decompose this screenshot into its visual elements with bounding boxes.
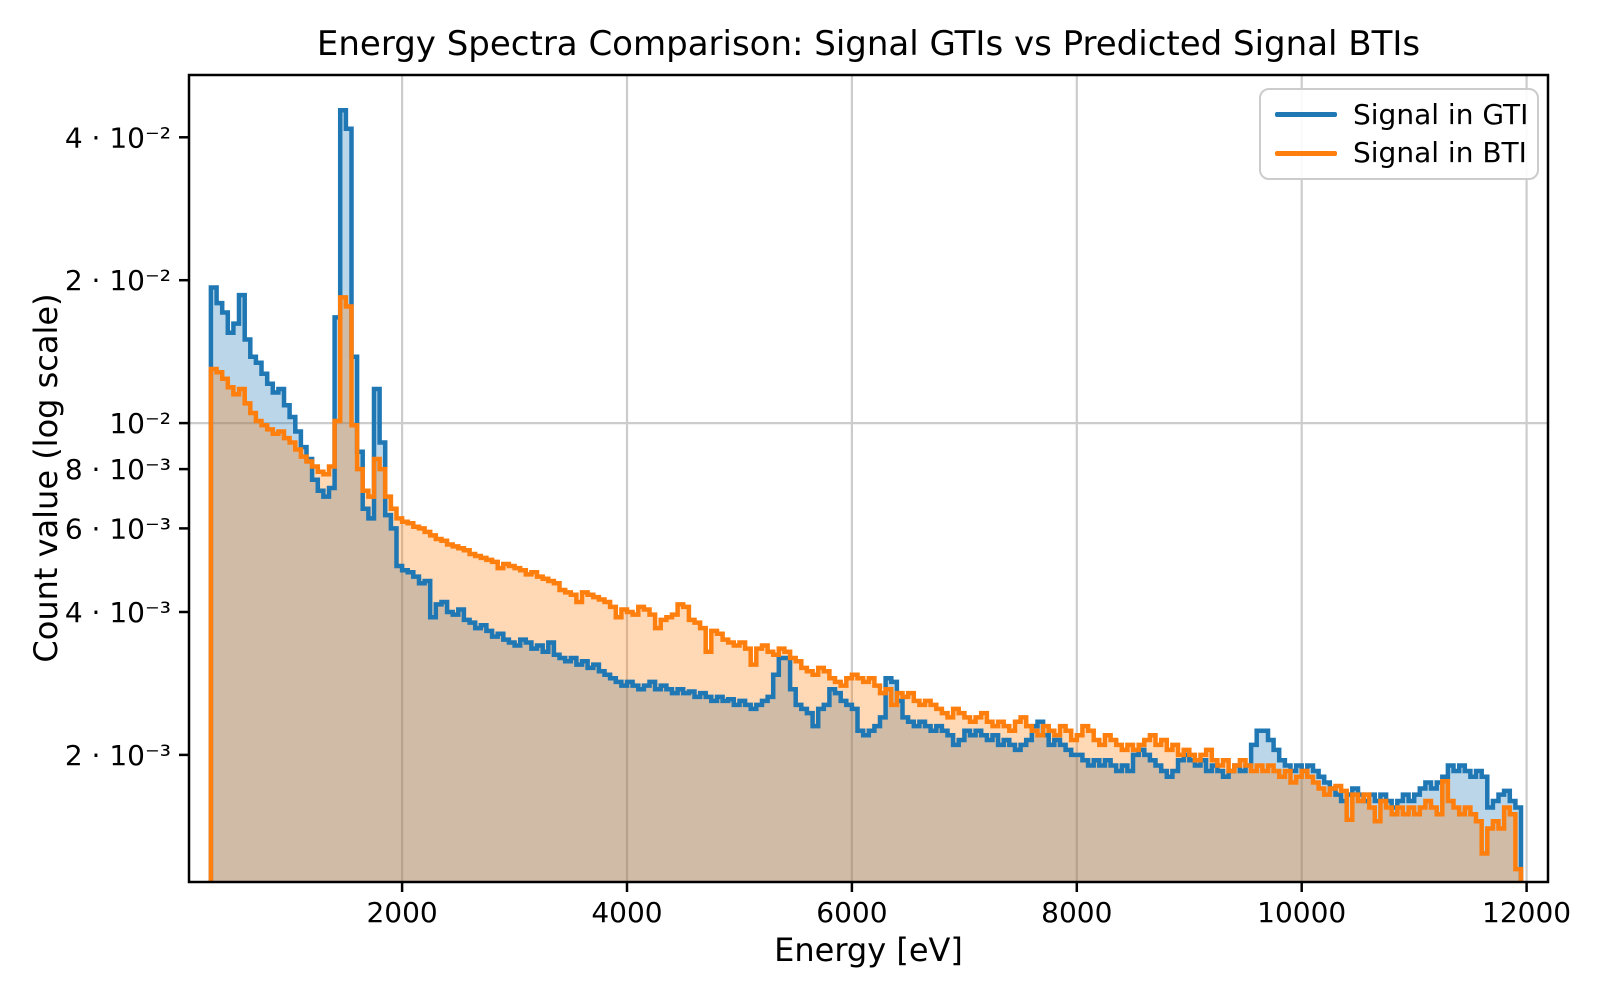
y-tick-label: 4 · 10⁻³ xyxy=(65,596,171,629)
gti-fill xyxy=(210,110,1521,882)
x-tick-label: 6000 xyxy=(816,896,887,929)
x-tick-label: 12000 xyxy=(1482,896,1571,929)
x-tick-label: 4000 xyxy=(591,896,662,929)
y-tick-label: 10⁻² xyxy=(109,407,171,440)
bti-line xyxy=(208,295,1524,882)
y-tick-label: 8 · 10⁻³ xyxy=(65,453,171,486)
y-tick-label: 4 · 10⁻² xyxy=(65,121,171,154)
gti-line-sample xyxy=(1275,112,1337,118)
y-tick-label: 2 · 10⁻³ xyxy=(65,739,171,772)
y-axis-label: Count value (log scale) xyxy=(27,293,65,663)
bti-line-sample xyxy=(1275,150,1337,156)
x-tick-label: 8000 xyxy=(1041,896,1112,929)
y-tick-label: 6 · 10⁻³ xyxy=(65,512,171,545)
legend-label-bti: Signal in BTI xyxy=(1353,136,1527,170)
legend-entry-bti: Signal in BTI xyxy=(1275,139,1537,167)
legend: Signal in GTI Signal in BTI xyxy=(1259,88,1539,180)
x-axis-label: Energy [eV] xyxy=(774,931,963,969)
legend-entry-gti: Signal in GTI xyxy=(1275,97,1537,131)
y-tick-label: 2 · 10⁻² xyxy=(65,264,171,297)
chart-title: Energy Spectra Comparison: Signal GTIs v… xyxy=(316,24,1421,64)
x-tick-label: 10000 xyxy=(1257,896,1346,929)
x-tick-label: 2000 xyxy=(366,896,437,929)
bti-fill xyxy=(210,297,1521,882)
plot-frame xyxy=(187,73,1550,884)
legend-label-gti: Signal in GTI xyxy=(1353,97,1529,131)
